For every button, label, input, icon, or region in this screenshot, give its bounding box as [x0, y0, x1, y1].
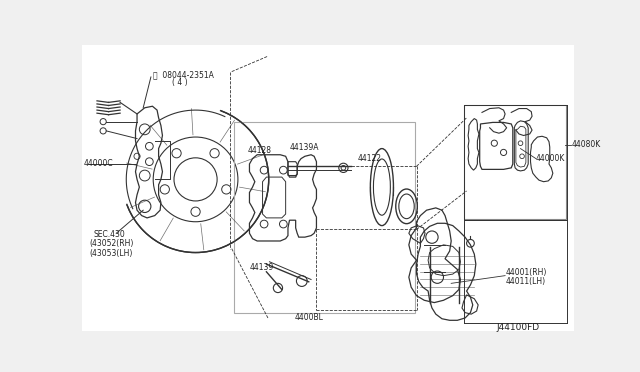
Text: 44139A: 44139A: [289, 142, 319, 151]
Text: 4400BL: 4400BL: [294, 314, 323, 323]
Text: (43053(LH): (43053(LH): [90, 248, 132, 258]
Text: 44080K: 44080K: [572, 140, 602, 149]
Text: 44000C: 44000C: [83, 160, 113, 169]
Text: 44139: 44139: [250, 263, 274, 272]
Text: 44001(RH): 44001(RH): [506, 268, 547, 277]
Text: 44011(LH): 44011(LH): [506, 277, 546, 286]
Text: 44122: 44122: [357, 154, 381, 163]
Text: (43052(RH): (43052(RH): [90, 239, 134, 248]
Text: J44100FD: J44100FD: [497, 323, 540, 332]
Text: 44000K: 44000K: [536, 154, 565, 163]
Text: ( 4 ): ( 4 ): [172, 78, 188, 87]
Bar: [234, 122, 415, 312]
Bar: [463, 105, 566, 219]
Text: 44128: 44128: [247, 145, 271, 155]
Text: Ⓑ  08044-2351A: Ⓑ 08044-2351A: [153, 70, 214, 79]
Text: SEC.430: SEC.430: [93, 230, 125, 239]
